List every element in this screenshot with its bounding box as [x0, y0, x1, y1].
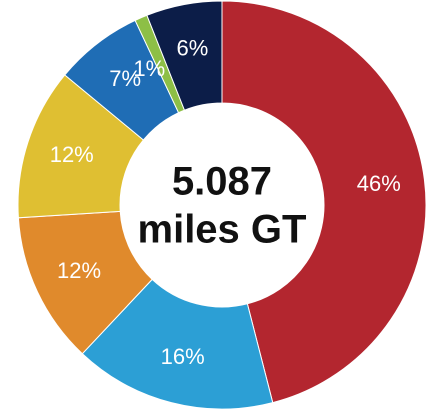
- data-label: 16%: [161, 344, 205, 369]
- data-label: 12%: [57, 258, 101, 283]
- donut-segment: [146, 0, 223, 111]
- data-label: 1%: [133, 56, 165, 81]
- center-text: 5.087: [172, 160, 272, 204]
- donut-segment: [221, 0, 427, 404]
- data-label: 6%: [176, 36, 208, 61]
- data-label: 46%: [357, 171, 401, 196]
- donut-segment: [81, 278, 274, 410]
- center-text: miles GT: [138, 208, 307, 252]
- data-label: 7%: [109, 66, 141, 91]
- data-label: 12%: [50, 142, 94, 167]
